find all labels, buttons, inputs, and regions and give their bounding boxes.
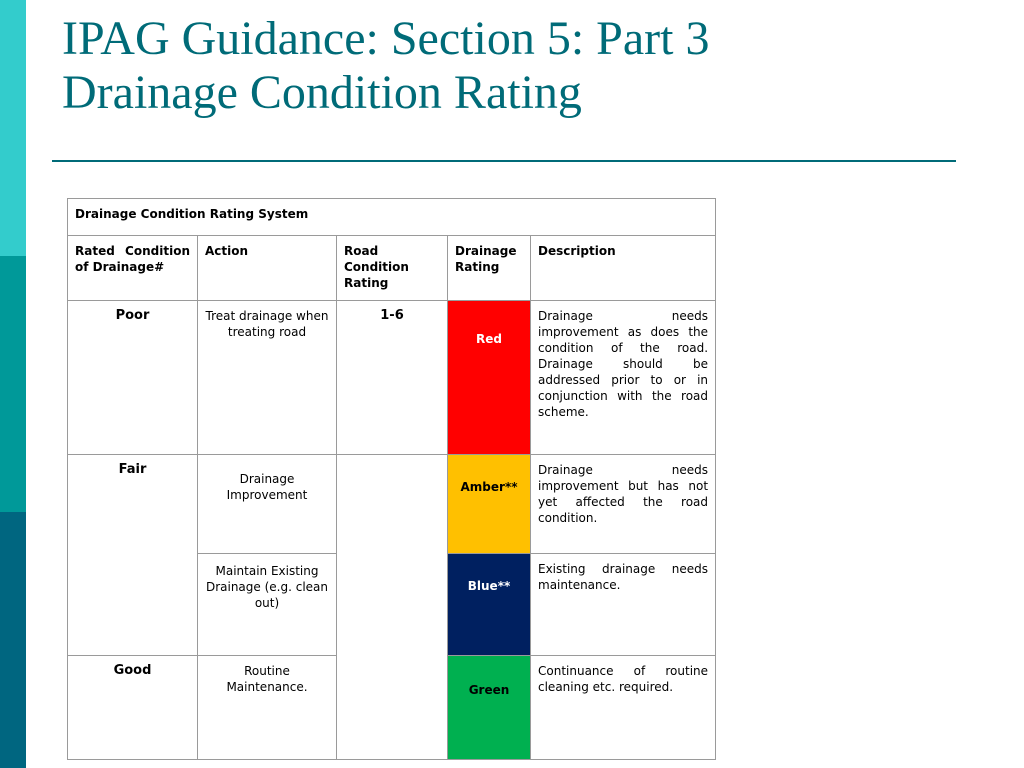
header-description: Description: [529, 235, 717, 301]
table-caption-row: Drainage Condition Rating System: [66, 198, 717, 236]
rating-amber: Amber**: [447, 454, 531, 554]
table-row-good: Good Routine Maintenance. Green Continua…: [67, 655, 717, 760]
side-accent-segment-middle: [0, 256, 26, 512]
drainage-rating-table: Drainage Condition Rating System Rated C…: [66, 198, 717, 760]
action-good: Routine Maintenance.: [197, 655, 337, 760]
description-fair-blue: Existing drainage needs maintenance.: [529, 553, 717, 656]
condition-good: Good: [67, 655, 198, 760]
side-accent-bar: [0, 0, 26, 768]
slide-title: IPAG Guidance: Section 5: Part 3 Drainag…: [62, 12, 962, 120]
table-row-poor: Poor Treat drainage when treating road 1…: [67, 300, 717, 455]
slide-title-line1: IPAG Guidance: Section 5: Part 3: [62, 12, 710, 65]
table-header-row: Rated Condition of Drainage# Action Road…: [67, 235, 717, 301]
table-caption: Drainage Condition Rating System: [66, 198, 717, 236]
header-action: Action: [197, 235, 337, 301]
description-good: Continuance of routine cleaning etc. req…: [529, 655, 717, 760]
action-fair-amber: Drainage Improvement: [197, 454, 337, 554]
table-row-fair-amber: Fair Drainage Improvement Amber** Draina…: [67, 454, 717, 760]
header-drainage-rating: Drainage Rating: [447, 235, 531, 301]
rating-red: Red: [447, 300, 531, 455]
description-poor: Drainage needs improvement as does the c…: [529, 300, 717, 455]
road-rating-empty: [336, 454, 448, 760]
rating-green: Green: [447, 655, 531, 760]
title-divider: [52, 160, 956, 162]
road-rating-poor: 1-6: [336, 300, 448, 455]
condition-fair: Fair: [67, 454, 198, 656]
table-row-fair-blue: Maintain Existing Drainage (e.g. clean o…: [68, 553, 717, 656]
header-road-condition: Road Condition Rating: [336, 235, 448, 301]
action-fair-blue: Maintain Existing Drainage (e.g. clean o…: [197, 553, 337, 656]
description-fair-amber: Drainage needs improvement but has not y…: [529, 454, 717, 554]
condition-poor: Poor: [67, 300, 198, 455]
header-rated-condition: Rated Condition of Drainage#: [67, 235, 198, 301]
side-accent-segment-top: [0, 0, 26, 256]
action-poor: Treat drainage when treating road: [197, 300, 337, 455]
rating-blue: Blue**: [447, 553, 531, 656]
slide-title-line2: Drainage Condition Rating: [62, 66, 582, 119]
side-accent-segment-bottom: [0, 512, 26, 768]
